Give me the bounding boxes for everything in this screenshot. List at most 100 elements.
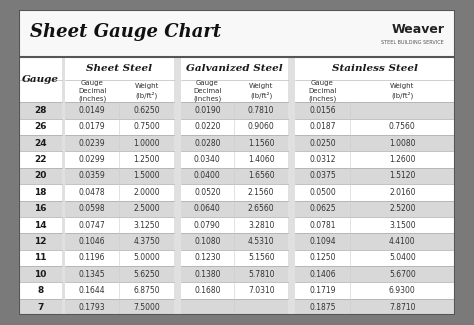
Bar [19,250,62,266]
Text: Weight
(lb/ft²): Weight (lb/ft²) [134,83,159,98]
Bar [181,250,289,266]
Text: 1.2500: 1.2500 [133,155,160,164]
Text: 0.1680: 0.1680 [194,286,220,295]
Text: 3.1500: 3.1500 [389,221,416,230]
Text: Gauge: Gauge [22,75,59,84]
Bar [181,151,289,168]
Bar [295,250,455,266]
Bar [295,299,455,315]
Bar [181,299,289,315]
Text: 18: 18 [34,188,46,197]
Bar [19,119,62,135]
Text: 0.0250: 0.0250 [309,139,336,148]
Bar [65,266,174,282]
Text: 26: 26 [34,122,46,131]
Bar [19,57,455,315]
Text: 24: 24 [34,139,46,148]
Text: 0.0781: 0.0781 [309,221,336,230]
Bar [181,266,289,282]
Text: 1.5000: 1.5000 [133,172,160,180]
Text: Gauge
Decimal
(inches): Gauge Decimal (inches) [78,80,106,102]
Text: 5.1560: 5.1560 [248,254,274,262]
Bar [19,10,455,57]
Text: 0.1250: 0.1250 [309,254,336,262]
Text: 0.7500: 0.7500 [133,122,160,131]
Bar [65,57,174,315]
Bar [295,282,455,299]
Bar [65,135,174,151]
Text: Weight
(lb/ft²): Weight (lb/ft²) [249,83,273,98]
Text: 1.2600: 1.2600 [389,155,416,164]
Text: 0.7810: 0.7810 [248,106,274,115]
Text: Sheet Steel: Sheet Steel [86,64,153,73]
Bar [295,217,455,233]
Text: Gauge
Decimal
(inches): Gauge Decimal (inches) [193,80,221,102]
Bar [65,201,174,217]
Text: 11: 11 [34,254,46,262]
Text: 5.0000: 5.0000 [133,254,160,262]
Text: 14: 14 [34,221,46,230]
Text: 0.0312: 0.0312 [309,155,336,164]
Text: 1.0000: 1.0000 [133,139,160,148]
Text: Gauge
Decimal
(inches): Gauge Decimal (inches) [308,80,337,102]
Text: Stainless Steel: Stainless Steel [332,64,418,73]
Text: 0.1406: 0.1406 [309,270,336,279]
Text: 0.1080: 0.1080 [194,237,220,246]
Bar [19,135,62,151]
Bar [65,233,174,250]
Text: 0.0640: 0.0640 [194,204,221,213]
Text: 0.0179: 0.0179 [79,122,106,131]
Text: 0.0500: 0.0500 [309,188,336,197]
Text: 0.0478: 0.0478 [79,188,106,197]
Bar [19,201,62,217]
Text: 7.5000: 7.5000 [133,303,160,312]
Bar [295,168,455,184]
Text: 0.0359: 0.0359 [79,172,106,180]
Text: 0.0239: 0.0239 [79,139,106,148]
Text: 0.0187: 0.0187 [309,122,336,131]
Text: 1.0080: 1.0080 [389,139,416,148]
Text: 4.4100: 4.4100 [389,237,416,246]
Text: 2.5200: 2.5200 [389,204,416,213]
Text: 2.6560: 2.6560 [248,204,274,213]
Bar [19,57,62,315]
Text: 0.1046: 0.1046 [79,237,106,246]
Bar [65,217,174,233]
Text: 6.8750: 6.8750 [133,286,160,295]
Text: 10: 10 [34,270,46,279]
Text: 0.6250: 0.6250 [133,106,160,115]
Text: Sheet Gauge Chart: Sheet Gauge Chart [30,23,221,42]
Text: 1.6560: 1.6560 [248,172,274,180]
Text: 5.7810: 5.7810 [248,270,274,279]
Text: 0.0790: 0.0790 [194,221,221,230]
Text: 1.5120: 1.5120 [389,172,416,180]
Bar [19,299,62,315]
Bar [181,217,289,233]
Bar [181,233,289,250]
Text: 0.0149: 0.0149 [79,106,106,115]
Text: 22: 22 [34,155,46,164]
Text: 3.2810: 3.2810 [248,221,274,230]
Bar [65,168,174,184]
Text: 20: 20 [34,172,46,180]
Text: 0.0520: 0.0520 [194,188,221,197]
Text: 0.1644: 0.1644 [79,286,106,295]
Text: 0.1875: 0.1875 [309,303,336,312]
Bar [65,151,174,168]
Text: 5.6250: 5.6250 [133,270,160,279]
Text: 28: 28 [34,106,46,115]
Text: 0.1380: 0.1380 [194,270,220,279]
Bar [295,151,455,168]
Bar [65,102,174,119]
Text: 12: 12 [34,237,46,246]
Bar [181,135,289,151]
Text: 0.9060: 0.9060 [248,122,274,131]
Text: 2.5000: 2.5000 [133,204,160,213]
Text: 0.0280: 0.0280 [194,139,220,148]
Text: 5.6700: 5.6700 [389,270,416,279]
Text: 7.0310: 7.0310 [248,286,274,295]
Bar [295,201,455,217]
Bar [181,282,289,299]
Text: 0.0625: 0.0625 [309,204,336,213]
Text: 16: 16 [34,204,46,213]
